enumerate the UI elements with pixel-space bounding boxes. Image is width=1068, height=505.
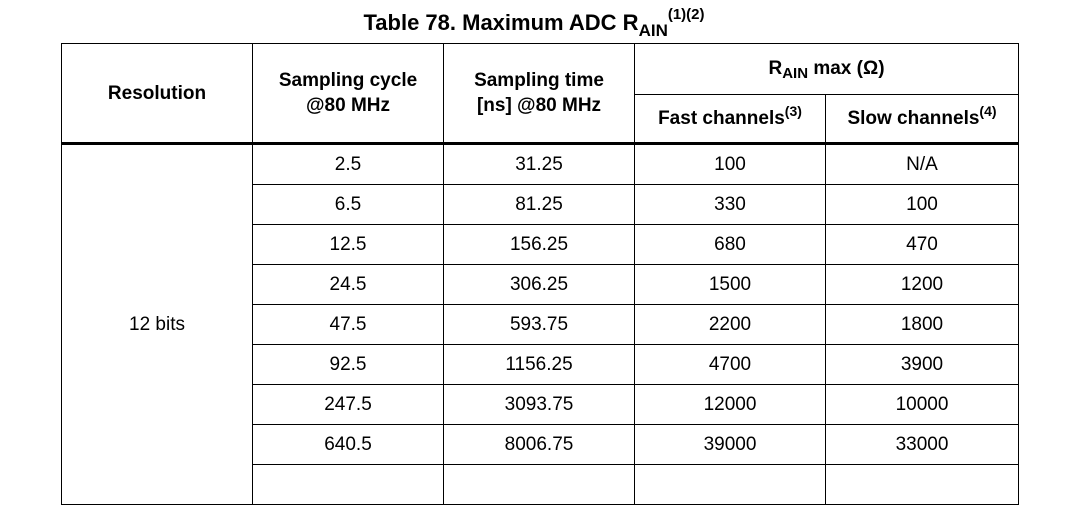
- slow-channel-cell: 10000: [825, 384, 1019, 425]
- fast-channel-cell: 680: [634, 224, 826, 265]
- header-rain-suffix: max (Ω): [808, 58, 885, 79]
- slow-channel-cell: 33000: [825, 424, 1019, 465]
- sampling-time-cell: 156.25: [443, 224, 635, 265]
- fast-channel-cell: 100: [634, 143, 826, 185]
- header-sampling-time-line1: Sampling time: [474, 70, 604, 91]
- fast-channel-cell: 2200: [634, 304, 826, 345]
- sampling-time-cell: 306.25: [443, 264, 635, 305]
- fast-channel-cell: 1500: [634, 264, 826, 305]
- sampling-time-cell: 8006.75: [443, 424, 635, 465]
- adc-rain-table: Resolution Sampling cycle @80 MHz Sampli…: [61, 43, 1019, 505]
- header-sampling-cycle: Sampling cycle @80 MHz: [252, 43, 444, 145]
- fast-channel-cell: 39000: [634, 424, 826, 465]
- sampling-cycle-cell: 640.5: [252, 424, 444, 465]
- sampling-cycle-cell: 12.5: [252, 224, 444, 265]
- table-row: 92.5 1156.25 4700 3900: [62, 344, 1019, 385]
- header-rain-prefix: R: [768, 58, 783, 79]
- sampling-time-cell: 3093.75: [443, 384, 635, 425]
- header-row: Resolution Sampling cycle @80 MHz Sampli…: [61, 43, 1019, 145]
- header-fast-label: Fast channels: [658, 107, 785, 129]
- sampling-cycle-cell: 247.5: [252, 384, 444, 425]
- sampling-time-cell: 1156.25: [443, 344, 635, 385]
- sampling-time-cell: 81.25: [443, 184, 635, 225]
- sampling-cycle-cell: 92.5: [252, 344, 444, 385]
- sampling-time-cell: 31.25: [443, 143, 635, 185]
- fast-channel-cell: 330: [634, 184, 826, 225]
- slow-channel-cell: 1800: [825, 304, 1019, 345]
- header-subrow: Fast channels(3) Slow channels(4): [62, 94, 1019, 145]
- header-rain-subscript: AIN: [782, 65, 809, 82]
- slow-channel-cell: N/A: [825, 143, 1019, 185]
- slow-channel-cell: 1200: [825, 264, 1019, 305]
- header-fast-channels: Fast channels(3): [634, 94, 826, 145]
- sampling-cycle-cell: 2.5: [252, 143, 444, 185]
- header-sampling-time-line2: [ns] @80 MHz: [476, 95, 602, 116]
- title-text: Table 78. Maximum ADC R: [363, 10, 639, 35]
- header-sampling-time: Sampling time [ns] @80 MHz: [443, 43, 635, 145]
- resolution-cell: 12 bits: [61, 143, 253, 505]
- slow-channel-cell: 470: [825, 224, 1019, 265]
- table-row: 12 bits 2.5 31.25 100 N/A: [61, 143, 1019, 505]
- fast-channel-cell: 12000: [634, 384, 826, 425]
- sampling-cycle-cell: 24.5: [252, 264, 444, 305]
- sampling-cycle-cell: 6.5: [252, 184, 444, 225]
- header-slow-note: (4): [979, 102, 997, 119]
- table-row: 6.5 81.25 330 100: [62, 184, 1019, 225]
- header-sampling-cycle-line1: Sampling cycle: [278, 70, 418, 91]
- header-fast-note: (3): [784, 102, 802, 119]
- table-title: Table 78. Maximum ADC RAIN(1)(2): [0, 6, 1068, 41]
- table-row: 640.5 8006.75 39000 33000: [62, 424, 1019, 465]
- header-slow-channels: Slow channels(4): [825, 94, 1019, 145]
- slow-channel-cell: 100: [825, 184, 1019, 225]
- sampling-time-cell: 593.75: [443, 304, 635, 345]
- title-subscript: AIN: [638, 21, 668, 40]
- title-footnote-refs: (1)(2): [667, 6, 705, 23]
- header-slow-label: Slow channels: [847, 107, 980, 129]
- header-rain-max: RAIN max (Ω): [634, 43, 1019, 95]
- table-row: 12.5 156.25 680 470: [62, 224, 1019, 265]
- fast-channel-cell: 4700: [634, 344, 826, 385]
- sampling-cycle-cell: 47.5: [252, 304, 444, 345]
- header-resolution: Resolution: [61, 43, 253, 145]
- slow-channel-cell: 3900: [825, 344, 1019, 385]
- header-sampling-cycle-line2: @80 MHz: [306, 95, 390, 116]
- table-row: 47.5 593.75 2200 1800: [62, 304, 1019, 345]
